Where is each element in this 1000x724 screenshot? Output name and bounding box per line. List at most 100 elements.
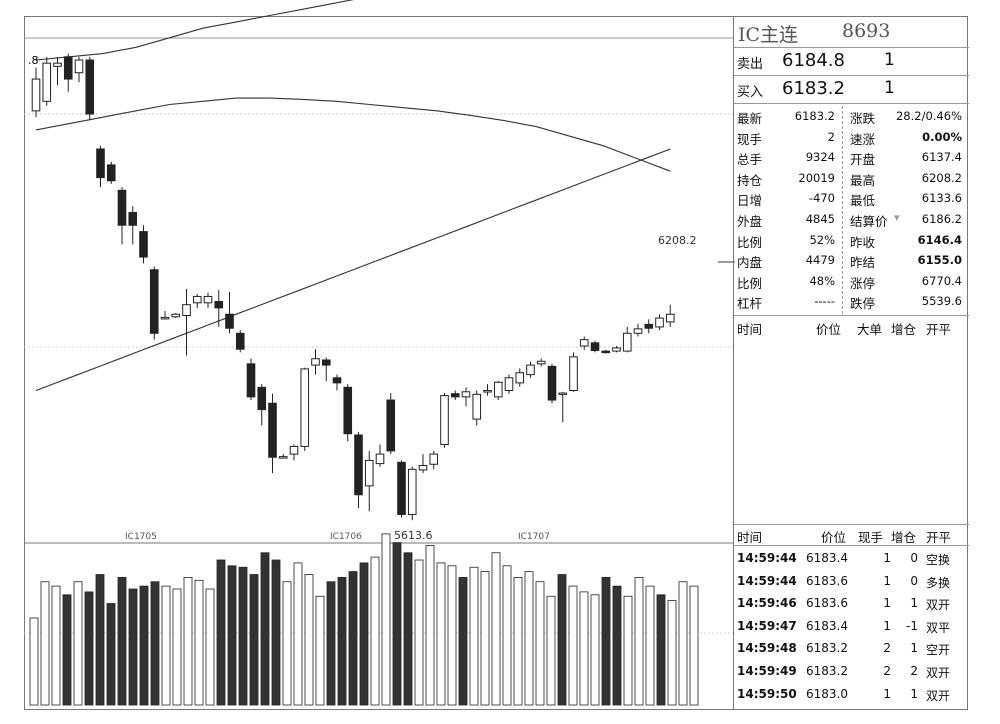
quote-panel: IC主连 8693 卖出 6184.8 1 买入 6183.2 1 最新 6183… bbox=[733, 16, 969, 710]
volume-bar bbox=[491, 552, 501, 706]
candle-body-down bbox=[246, 363, 256, 398]
candle bbox=[375, 444, 385, 467]
trade-row[interactable]: 14:59:46 6183.6 1 1 双开 bbox=[734, 592, 969, 615]
volume-bar bbox=[293, 562, 303, 706]
volume-bar bbox=[502, 565, 512, 706]
stat-right-row: 开盘 6137.4 bbox=[850, 148, 962, 168]
stat-left-label: 持仓 bbox=[737, 172, 763, 188]
trade-time: 14:59:47 bbox=[737, 618, 797, 633]
dropdown-arrow-icon[interactable]: ▾ bbox=[894, 211, 900, 224]
stat-left-value: 52% bbox=[809, 232, 835, 247]
trade-row[interactable]: 14:59:50 6183.0 1 1 双开 bbox=[734, 683, 969, 706]
trade-qty: 1 bbox=[883, 686, 891, 701]
stat-left-label: 日增 bbox=[737, 193, 763, 209]
volume-bar bbox=[601, 577, 611, 706]
candle bbox=[311, 349, 320, 375]
stat-right-value: 6186.2 bbox=[921, 212, 962, 226]
stat-right-label: 昨结 bbox=[850, 255, 876, 271]
candle bbox=[655, 314, 664, 331]
candle bbox=[536, 358, 546, 367]
header-time: 时间 bbox=[737, 322, 763, 337]
trade-row[interactable]: 14:59:47 6183.4 1 -1 双平 bbox=[734, 615, 969, 638]
trade-qty: 2 bbox=[883, 664, 891, 678]
stat-left-value: 20019 bbox=[798, 170, 835, 185]
candle-body-up bbox=[53, 62, 62, 67]
candle-body-up bbox=[612, 347, 621, 352]
candle bbox=[407, 466, 417, 521]
volume-bars-group bbox=[29, 533, 699, 706]
trade-qty: 1 bbox=[883, 618, 891, 633]
volume-bar bbox=[678, 581, 688, 706]
candle-body-up bbox=[182, 304, 191, 317]
candle-body-up bbox=[665, 313, 675, 323]
candle bbox=[235, 330, 245, 353]
candle bbox=[257, 384, 267, 426]
candle bbox=[96, 145, 105, 188]
trade-row[interactable]: 14:59:48 6183.2 2 1 空开 bbox=[734, 637, 969, 660]
candle bbox=[214, 290, 224, 327]
candle bbox=[268, 393, 277, 474]
volume-bar bbox=[689, 585, 699, 706]
trade-row[interactable]: 14:59:44 6183.6 1 0 多换 bbox=[734, 570, 969, 593]
stat-left-row: 杠杆 ----- bbox=[737, 292, 835, 312]
trade-inc: 0 bbox=[910, 573, 918, 588]
candle-body-down bbox=[343, 386, 353, 435]
stat-left-label: 比例 bbox=[737, 275, 763, 291]
candle bbox=[472, 390, 482, 426]
stat-right-row: 最低 6133.6 bbox=[850, 189, 962, 209]
stat-left-label: 比例 bbox=[737, 234, 763, 250]
candle-body-up bbox=[569, 356, 578, 392]
header-price: 价位 bbox=[816, 322, 842, 337]
candle bbox=[42, 56, 52, 106]
trade-type: 空换 bbox=[926, 553, 951, 567]
candle bbox=[558, 391, 568, 423]
volume-bar bbox=[557, 574, 567, 706]
trade-price: 6183.4 bbox=[806, 618, 848, 633]
candle bbox=[160, 311, 170, 320]
candle-body-up bbox=[558, 392, 568, 396]
bid-row[interactable]: 买入 6183.2 1 bbox=[734, 76, 969, 104]
volume-bar bbox=[315, 595, 325, 706]
candle bbox=[601, 349, 611, 354]
candle bbox=[31, 67, 41, 118]
volume-bar bbox=[458, 577, 468, 706]
volume-bar bbox=[326, 581, 336, 706]
candle bbox=[332, 374, 342, 391]
candle-body-down bbox=[139, 231, 148, 258]
candlestick-chart[interactable]: .8 6208.2 5613.6 IC1705 IC1706 IC1707 bbox=[0, 0, 735, 724]
volume-bar bbox=[282, 581, 292, 706]
low-marker-label: 5613.6 bbox=[394, 529, 433, 542]
candle bbox=[203, 292, 213, 308]
candle bbox=[493, 380, 503, 401]
header-open-close: 开平 bbox=[926, 322, 952, 337]
left-marker: .8 bbox=[28, 54, 39, 67]
volume-bar bbox=[447, 565, 457, 706]
stat-right-row: 最高 6208.2 bbox=[850, 169, 962, 189]
candle bbox=[644, 319, 654, 334]
ask-label: 卖出 bbox=[737, 57, 764, 72]
stat-right-label: 最高 bbox=[850, 172, 876, 188]
candle-body-up bbox=[515, 372, 525, 384]
volume-bar bbox=[205, 588, 215, 706]
stat-left-label: 外盘 bbox=[737, 214, 763, 229]
stat-right-value: 6770.4 bbox=[921, 273, 962, 288]
candle bbox=[364, 450, 374, 512]
candle bbox=[440, 393, 449, 448]
candle-body-down bbox=[128, 212, 138, 226]
stat-right-label: 跌停 bbox=[850, 296, 876, 312]
ask-row[interactable]: 卖出 6184.8 1 bbox=[734, 48, 969, 76]
candle-body-up bbox=[289, 445, 299, 455]
candle bbox=[450, 390, 460, 401]
trade-row[interactable]: 14:59:44 6183.4 1 0 空换 bbox=[734, 547, 969, 570]
ask-price: 6184.8 bbox=[782, 50, 845, 71]
candle bbox=[139, 225, 148, 264]
candle-body-down bbox=[63, 56, 73, 80]
stat-left-label: 最新 bbox=[737, 111, 763, 126]
volume-bar bbox=[381, 533, 391, 706]
symbol-name: IC主连 bbox=[738, 24, 799, 46]
candle bbox=[665, 304, 675, 327]
trade-row[interactable]: 14:59:49 6183.2 2 2 双开 bbox=[734, 660, 969, 683]
candle-body-up bbox=[300, 368, 310, 447]
volume-bar bbox=[117, 577, 127, 706]
volume-bar bbox=[194, 579, 204, 706]
